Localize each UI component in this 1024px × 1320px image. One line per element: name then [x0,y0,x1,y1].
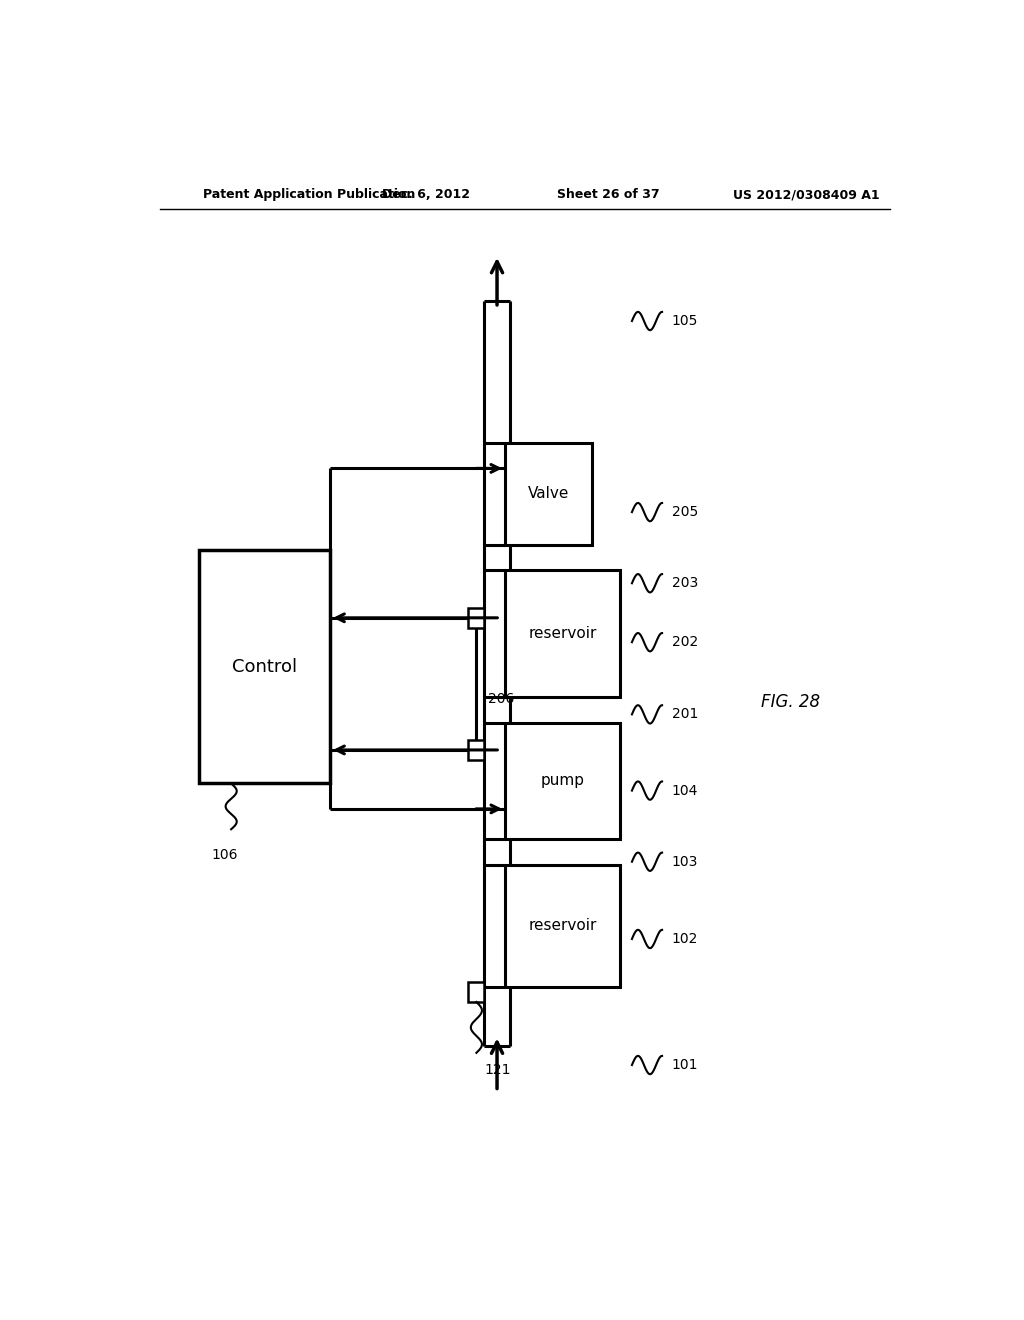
Text: 121: 121 [484,1063,511,1077]
Text: 103: 103 [672,855,698,869]
Text: Dec. 6, 2012: Dec. 6, 2012 [382,189,470,202]
Text: US 2012/0308409 A1: US 2012/0308409 A1 [733,189,880,202]
Bar [505,570,621,697]
Text: 102: 102 [672,932,698,946]
Text: Valve: Valve [528,486,569,502]
Bar [468,739,484,760]
Text: FIG. 28: FIG. 28 [761,693,820,711]
Text: Control: Control [232,657,297,676]
Text: 205: 205 [672,506,698,519]
Text: pump: pump [541,774,585,788]
Text: reservoir: reservoir [528,626,597,642]
Text: Patent Application Publication: Patent Application Publication [204,189,416,202]
Text: reservoir: reservoir [528,919,597,933]
Text: 202: 202 [672,635,698,649]
Bar [468,607,484,628]
Text: 203: 203 [672,577,698,590]
Text: 106: 106 [211,847,238,862]
Text: Sheet 26 of 37: Sheet 26 of 37 [557,189,659,202]
Text: 101: 101 [672,1059,698,1072]
Bar [468,982,484,1002]
Bar [200,549,331,784]
Bar [505,722,621,840]
Bar [505,444,592,545]
Text: 206: 206 [488,692,515,706]
Text: 104: 104 [672,784,698,797]
Bar [505,865,621,987]
Text: 201: 201 [672,708,698,721]
Text: 105: 105 [672,314,698,329]
